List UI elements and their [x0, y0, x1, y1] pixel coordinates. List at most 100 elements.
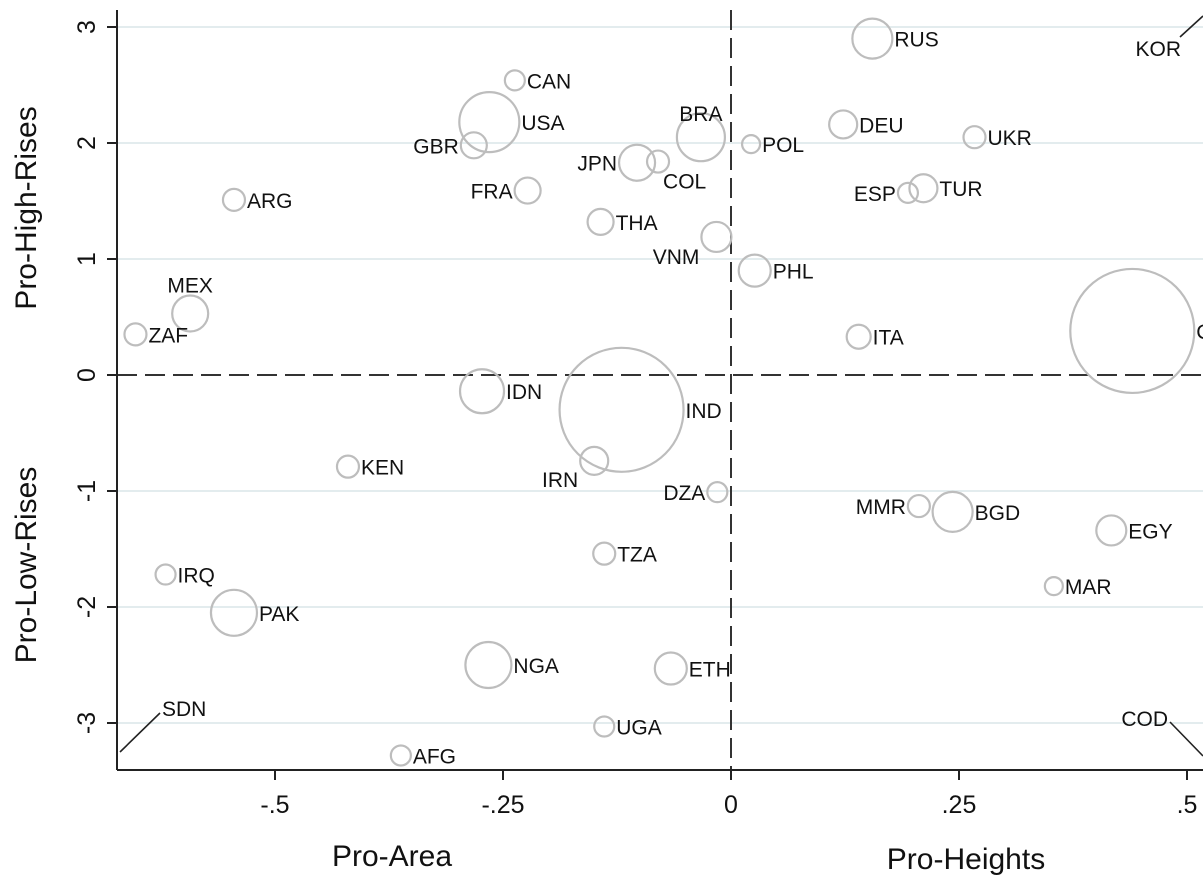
data-point — [908, 173, 939, 204]
data-point-label: PHL — [773, 261, 814, 284]
data-point-label: USA — [521, 112, 564, 135]
data-point-label: AFG — [413, 745, 456, 768]
data-point-label: IRN — [542, 469, 578, 492]
data-point — [1095, 514, 1128, 547]
data-point — [503, 69, 526, 92]
data-point — [221, 187, 247, 212]
offscale-pointer — [1179, 15, 1203, 38]
data-point — [592, 541, 617, 566]
offscale-pointer — [1169, 721, 1203, 757]
data-point — [335, 454, 361, 479]
data-point — [896, 181, 920, 204]
data-point-label: TZA — [617, 544, 657, 567]
y-tick-label: 2 — [73, 136, 101, 150]
data-point-label: CAN — [527, 70, 571, 93]
data-point-label: ETH — [689, 658, 731, 681]
data-point-label: PAK — [259, 603, 299, 626]
data-point — [737, 253, 772, 288]
data-point-label: MAR — [1065, 576, 1112, 599]
data-point-label: GBR — [413, 135, 459, 158]
data-point — [458, 91, 521, 154]
data-point-label: COL — [663, 171, 706, 194]
data-point-label: DZA — [663, 482, 705, 505]
x-tick-label: 0 — [724, 791, 738, 819]
data-point — [931, 490, 974, 533]
data-point — [586, 207, 615, 236]
x-axis-title-right: Pro-Heights — [887, 843, 1045, 876]
data-point — [154, 563, 177, 586]
data-point — [579, 445, 610, 476]
data-point — [675, 112, 727, 163]
data-point-label: RUS — [894, 29, 938, 52]
x-tick-label: .5 — [1177, 791, 1198, 819]
data-point-label: IDN — [506, 381, 542, 404]
data-point-label: ZAF — [148, 324, 188, 347]
points — [123, 17, 1196, 767]
axes — [116, 10, 1203, 771]
offscale-label: SDN — [162, 698, 206, 721]
offscale-markers: KOR SDN COD — [119, 15, 1203, 757]
data-point — [209, 588, 259, 637]
data-point-label: MEX — [167, 275, 213, 298]
gridlines — [117, 26, 1203, 724]
data-point — [513, 176, 542, 205]
x-tick-label: .25 — [942, 791, 977, 819]
data-point — [1043, 576, 1064, 597]
x-tick-label: -.25 — [481, 791, 524, 819]
x-axis-title-left: Pro-Area — [332, 840, 452, 873]
data-point-label: EGY — [1128, 520, 1172, 543]
x-tick-label: -.5 — [260, 791, 289, 819]
reference-lines — [117, 10, 1203, 770]
data-point — [171, 294, 210, 333]
y-tick-label: -3 — [73, 712, 101, 734]
data-point-label: MMR — [856, 496, 906, 519]
y-tick-label: -2 — [73, 596, 101, 618]
data-point — [706, 481, 729, 504]
point-labels: RUS CAN USA BRA POL DEU UKR GBR JPN COL FRA ARG ESP T… — [148, 29, 1203, 769]
data-point — [653, 651, 688, 686]
data-point-label: KEN — [361, 457, 404, 480]
data-point-label: NGA — [513, 655, 559, 678]
data-point — [389, 744, 412, 767]
data-point-label: TUR — [939, 178, 982, 201]
data-point — [1069, 267, 1196, 395]
data-point-label: JPN — [577, 153, 617, 176]
data-point — [464, 640, 513, 690]
data-point-label: BRA — [679, 103, 722, 126]
data-point-label: BGD — [975, 502, 1021, 525]
data-point-label: IRQ — [178, 565, 215, 588]
offscale-pointer — [119, 712, 161, 753]
data-point — [617, 143, 657, 182]
data-point-label: FRA — [471, 181, 513, 204]
data-point-label: UGA — [616, 716, 662, 739]
y-axis-title-top: Pro-High-Rises — [10, 106, 43, 309]
data-point-label: VNM — [653, 246, 700, 269]
y-tick-label: 0 — [73, 368, 101, 382]
data-point — [645, 149, 671, 174]
offscale-label: COD — [1121, 708, 1168, 731]
data-point — [906, 493, 931, 519]
data-point-label: POL — [762, 134, 804, 157]
data-point — [740, 134, 762, 155]
offscale-label: KOR — [1135, 38, 1181, 61]
data-point — [459, 131, 488, 160]
data-point — [845, 323, 872, 350]
y-tick-label: -1 — [73, 480, 101, 502]
data-point — [593, 715, 616, 738]
data-point — [123, 322, 148, 347]
data-point — [558, 346, 685, 473]
data-point-label: ITA — [873, 327, 904, 350]
y-tick-label: 3 — [73, 20, 101, 34]
data-point — [828, 109, 859, 140]
ticks: 3 2 1 0 -1 -2 -3 -.5 -.25 0 .25 .5 — [73, 20, 1197, 819]
data-point-label: THA — [616, 212, 658, 235]
data-point-label: IND — [686, 400, 722, 423]
data-point-label: CHN — [1196, 321, 1203, 344]
data-point — [458, 368, 506, 415]
data-point-label: UKR — [988, 127, 1032, 150]
y-axis-title-bottom: Pro-Low-Rises — [10, 467, 43, 664]
data-point-label: ESP — [854, 183, 896, 206]
y-tick-label: 1 — [73, 252, 101, 266]
data-point — [700, 220, 733, 254]
